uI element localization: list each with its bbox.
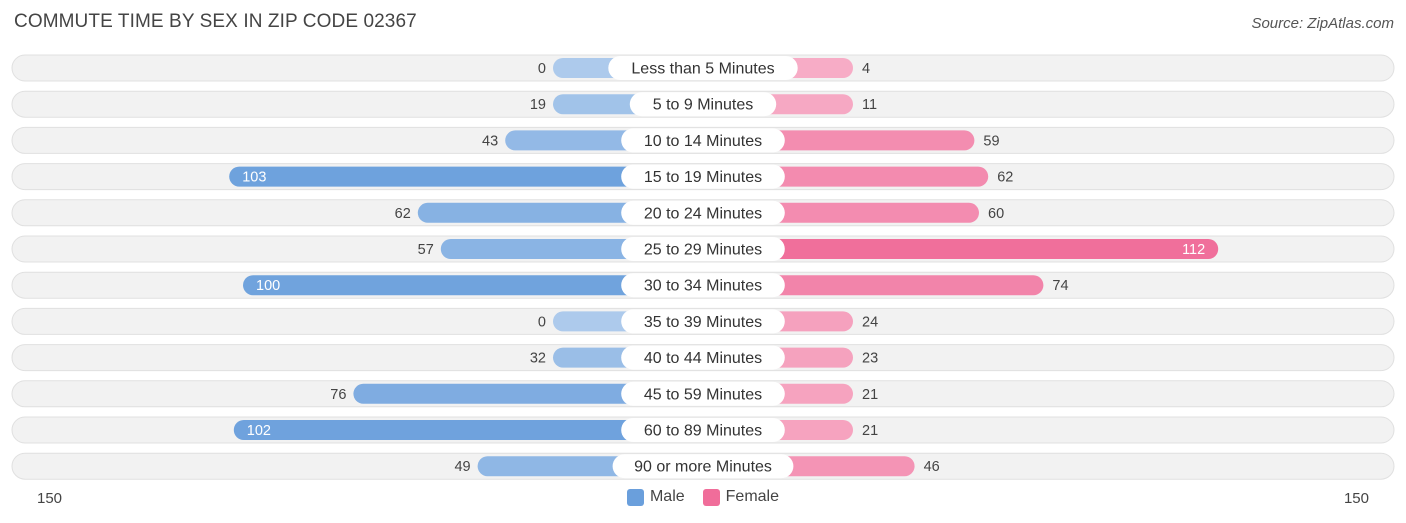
female-value-label: 21 bbox=[862, 387, 878, 403]
category-label: 10 to 14 Minutes bbox=[644, 133, 762, 150]
row-6: 30 to 34 Minutes 100 74 bbox=[11, 271, 1395, 299]
male-bar bbox=[229, 166, 703, 187]
category-label-bg bbox=[612, 454, 794, 479]
row-9: 45 to 59 Minutes 76 21 bbox=[11, 380, 1395, 408]
legend-label-female: Female bbox=[725, 488, 780, 505]
male-value-label: 62 bbox=[395, 206, 411, 222]
category-label-bg bbox=[621, 381, 785, 406]
male-value-label: 0 bbox=[538, 61, 546, 77]
male-value-label: 0 bbox=[538, 314, 546, 330]
row-8: 40 to 44 Minutes 32 23 bbox=[11, 344, 1395, 372]
category-label: Less than 5 Minutes bbox=[631, 61, 774, 78]
row-5: 25 to 29 Minutes 57 112 bbox=[11, 235, 1395, 263]
legend-label-male: Male bbox=[649, 488, 685, 505]
category-label-bg bbox=[621, 309, 785, 334]
female-value-label: 60 bbox=[988, 206, 1004, 222]
female-value-label: 23 bbox=[862, 351, 878, 367]
female-value-label: 24 bbox=[862, 314, 878, 330]
category-label-bg bbox=[621, 200, 785, 225]
category-label: 60 to 89 Minutes bbox=[644, 423, 762, 440]
category-label: 20 to 24 Minutes bbox=[644, 205, 762, 222]
category-label: 40 to 44 Minutes bbox=[644, 350, 762, 367]
category-label-bg bbox=[621, 345, 785, 370]
legend-item-male: Male bbox=[626, 488, 685, 506]
category-label-bg bbox=[629, 92, 777, 117]
axis-label-right: 150 bbox=[1343, 490, 1369, 507]
female-bar bbox=[703, 275, 1044, 296]
female-value-label: 46 bbox=[924, 459, 940, 475]
category-label-bg bbox=[621, 128, 785, 153]
category-label-bg bbox=[621, 273, 785, 298]
category-label: 90 or more Minutes bbox=[634, 459, 772, 476]
row-7: 35 to 39 Minutes 0 24 bbox=[11, 307, 1395, 335]
row-2: 10 to 14 Minutes 43 59 bbox=[11, 126, 1395, 154]
male-bar bbox=[243, 275, 703, 296]
male-value-label: 103 bbox=[242, 170, 266, 186]
category-label-bg bbox=[621, 237, 785, 261]
male-value-label: 100 bbox=[256, 278, 280, 294]
row-11: 90 or more Minutes 49 46 bbox=[11, 452, 1395, 480]
row-10: 60 to 89 Minutes 102 21 bbox=[11, 416, 1395, 444]
chart-title: COMMUTE TIME BY SEX IN ZIP CODE 02367 bbox=[14, 11, 417, 32]
female-value-label: 59 bbox=[983, 133, 999, 149]
category-label: 45 to 59 Minutes bbox=[644, 386, 762, 403]
male-value-label: 57 bbox=[418, 242, 434, 258]
chart-source: Source: ZipAtlas.com bbox=[1251, 15, 1394, 32]
legend: Male Female bbox=[0, 488, 1406, 506]
row-4: 20 to 24 Minutes 62 60 bbox=[11, 199, 1395, 227]
category-label: 25 to 29 Minutes bbox=[644, 242, 762, 259]
category-label-bg bbox=[608, 56, 798, 80]
male-value-label: 102 bbox=[247, 423, 271, 439]
female-value-label: 74 bbox=[1052, 278, 1068, 294]
female-value-label: 62 bbox=[997, 170, 1013, 186]
male-value-label: 43 bbox=[482, 133, 498, 149]
row-1: 5 to 9 Minutes 19 11 bbox=[11, 90, 1395, 118]
legend-swatch-female bbox=[702, 488, 720, 506]
category-label-bg bbox=[621, 164, 785, 189]
row-0: Less than 5 Minutes 0 4 bbox=[11, 54, 1395, 82]
category-label: 5 to 9 Minutes bbox=[653, 97, 754, 114]
female-value-label: 11 bbox=[862, 97, 877, 113]
category-label: 30 to 34 Minutes bbox=[644, 278, 762, 295]
female-value-label: 4 bbox=[862, 61, 870, 77]
female-value-label: 112 bbox=[1182, 242, 1205, 258]
legend-item-female: Female bbox=[702, 488, 780, 506]
axis-label-left: 150 bbox=[37, 490, 63, 507]
category-label: 35 to 39 Minutes bbox=[644, 314, 762, 331]
female-value-label: 21 bbox=[862, 423, 878, 439]
legend-swatch-male bbox=[626, 488, 644, 506]
male-bar bbox=[353, 383, 703, 404]
category-label: 15 to 19 Minutes bbox=[644, 169, 762, 186]
male-value-label: 49 bbox=[454, 459, 470, 475]
male-bar bbox=[233, 420, 704, 440]
female-bar bbox=[703, 239, 1219, 259]
category-label-bg bbox=[621, 418, 785, 442]
male-value-label: 76 bbox=[330, 387, 346, 403]
male-value-label: 32 bbox=[530, 351, 546, 367]
row-3: 15 to 19 Minutes 103 62 bbox=[11, 163, 1395, 191]
male-value-label: 19 bbox=[530, 97, 546, 113]
